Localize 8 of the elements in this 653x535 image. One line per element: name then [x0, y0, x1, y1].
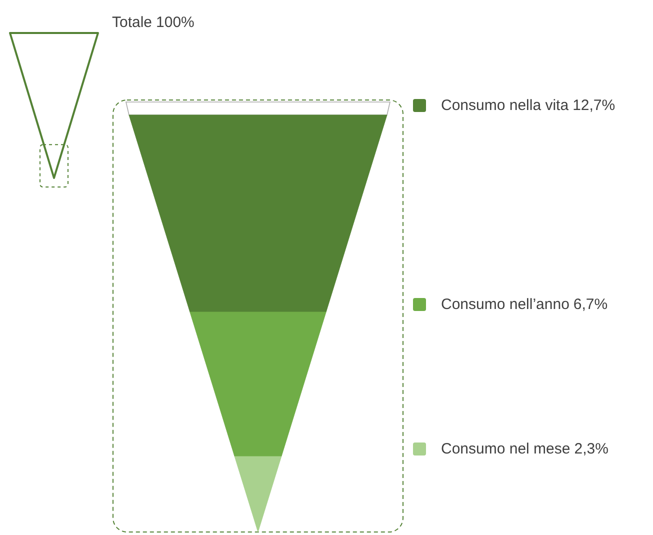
data-label: 2,3%	[574, 440, 608, 458]
data-label: 6,7%	[573, 296, 608, 314]
category-label: Consumo nel mese	[441, 440, 570, 458]
category-label: Consumo nella vita	[441, 97, 570, 114]
data-label: 100%	[156, 14, 194, 31]
category-label: Consumo nell’anno	[441, 296, 570, 314]
category-label: Totale	[112, 14, 152, 31]
data-label: 12,7%	[572, 97, 616, 114]
